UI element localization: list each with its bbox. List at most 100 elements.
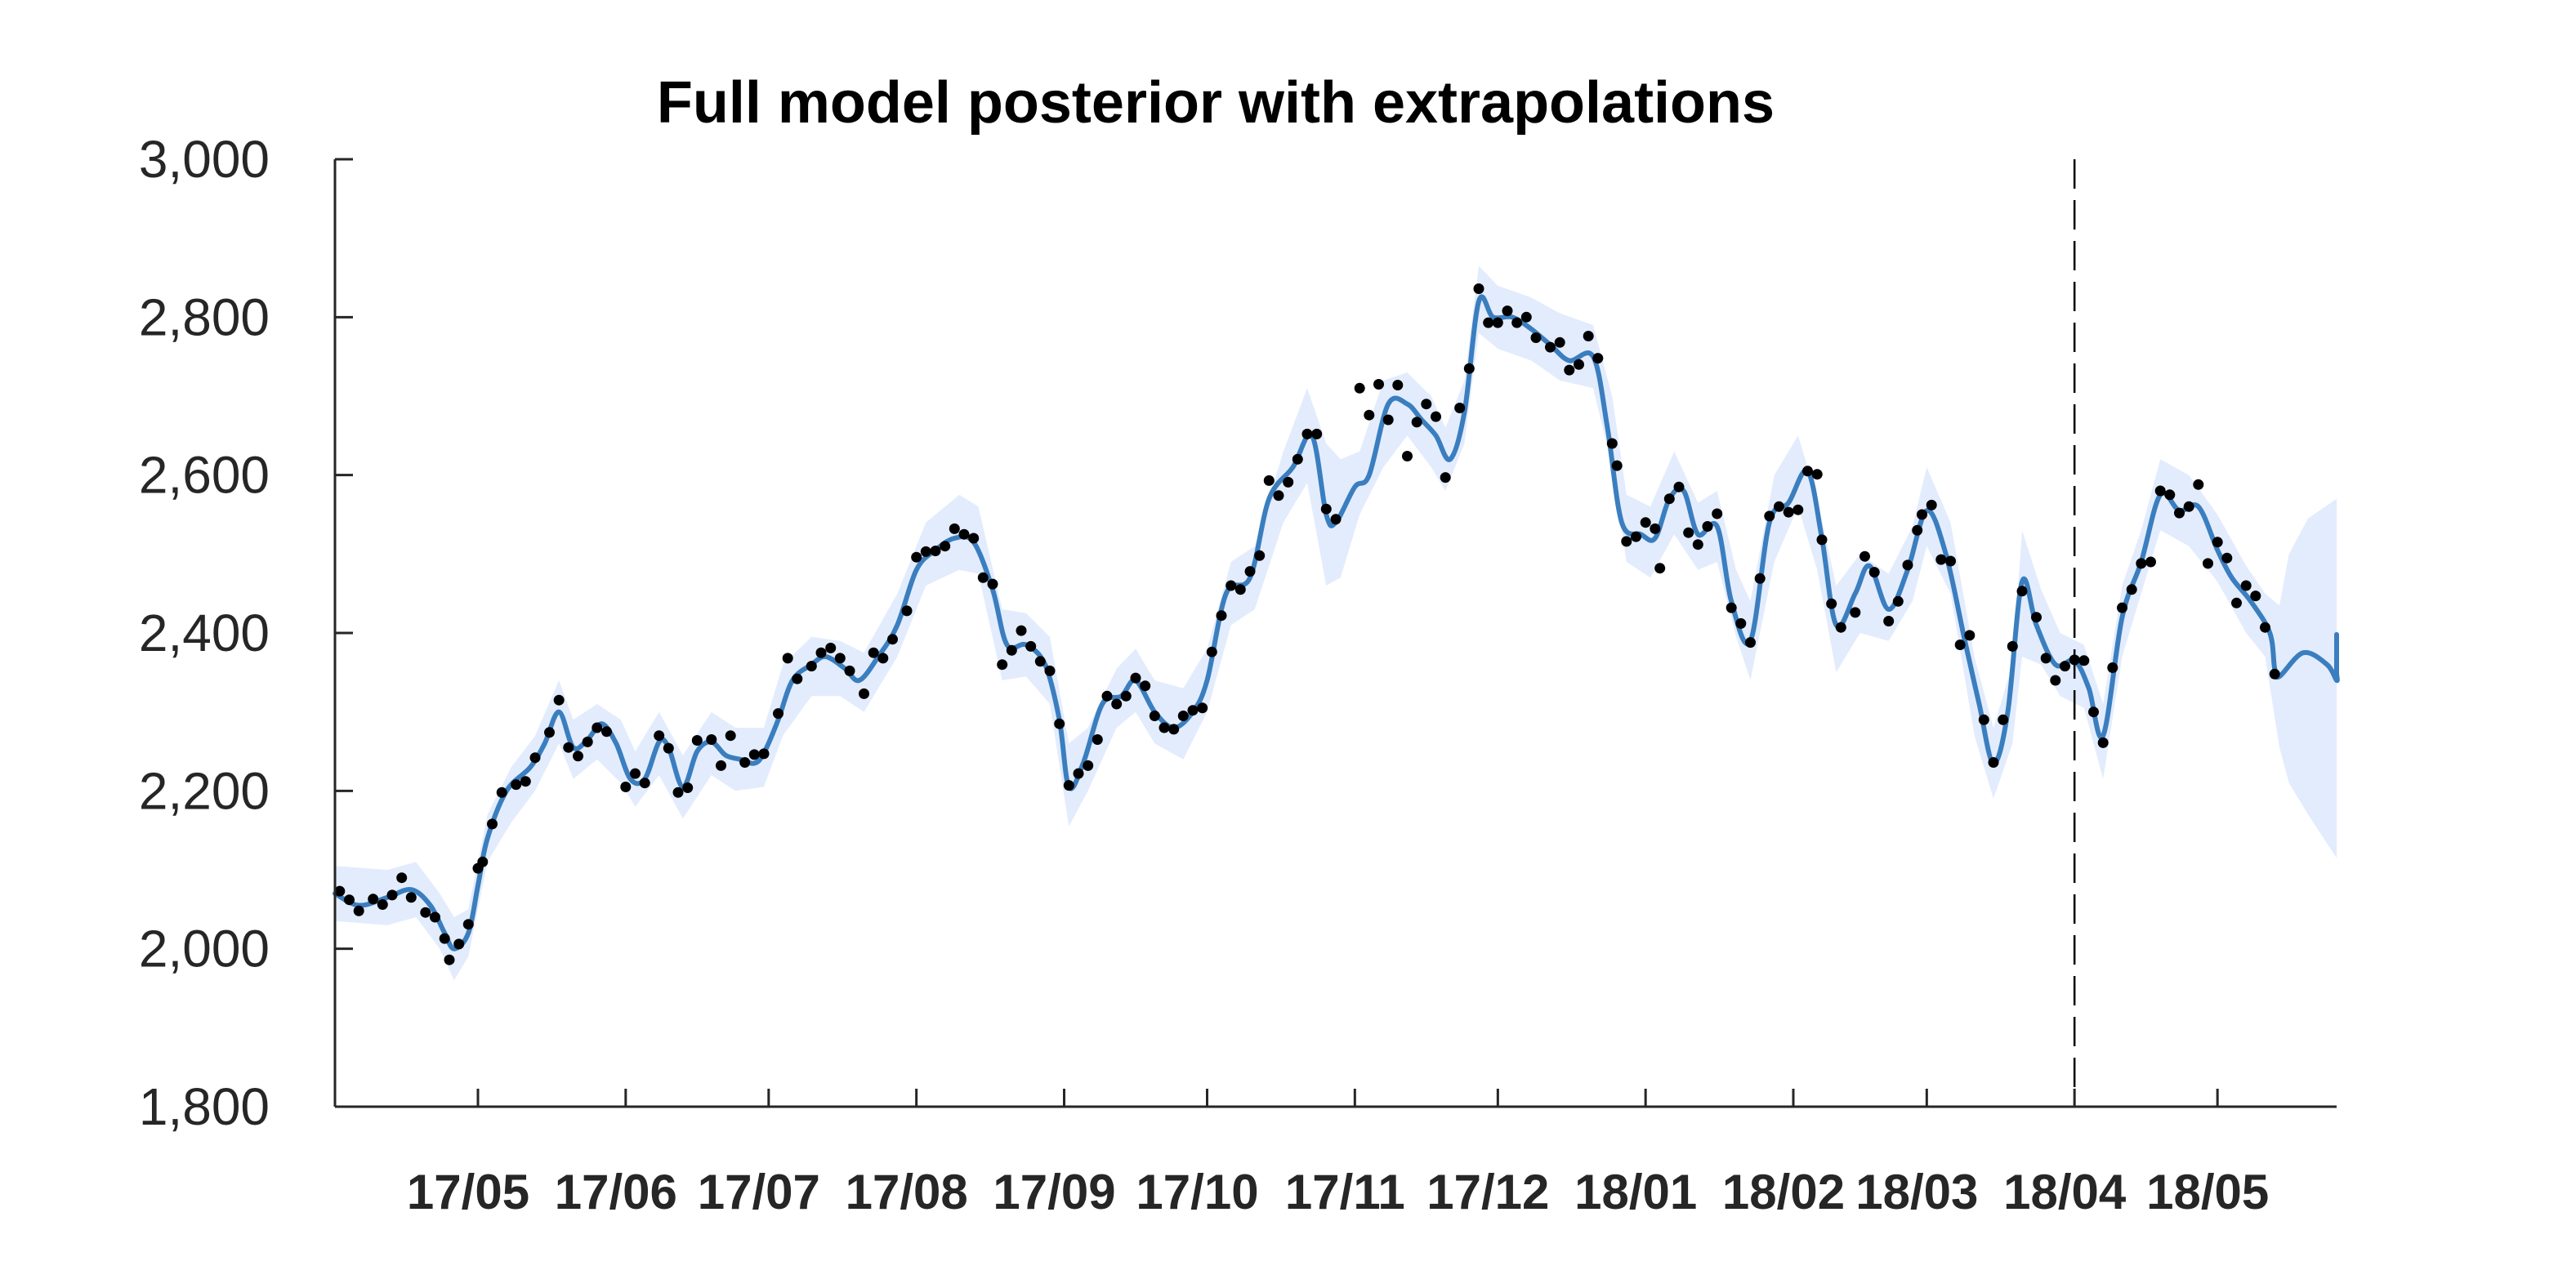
observation-point bbox=[1044, 665, 1056, 676]
observation-point bbox=[1234, 584, 1246, 595]
observation-point bbox=[1764, 510, 1775, 522]
observation-point bbox=[1402, 451, 1413, 461]
observation-point bbox=[1354, 382, 1365, 394]
observation-point bbox=[592, 722, 603, 733]
observation-point bbox=[748, 749, 760, 760]
observation-point bbox=[987, 578, 998, 590]
observation-point bbox=[773, 708, 784, 720]
observation-point bbox=[1254, 550, 1266, 561]
x-tick-label: 18/02 bbox=[1722, 1165, 1845, 1219]
observation-point bbox=[439, 933, 450, 944]
observation-point bbox=[1463, 363, 1475, 374]
y-tick-label: 2,200 bbox=[139, 761, 270, 820]
observation-point bbox=[2050, 675, 2061, 686]
observation-point bbox=[1859, 550, 1870, 562]
observation-point bbox=[1868, 567, 1880, 578]
observation-point bbox=[582, 736, 593, 747]
observation-point bbox=[1726, 602, 1737, 613]
observation-point bbox=[706, 734, 717, 745]
observation-point bbox=[2183, 501, 2194, 512]
observation-point bbox=[1187, 705, 1199, 716]
y-tick-label: 2,000 bbox=[139, 920, 270, 978]
observation-point bbox=[511, 779, 522, 791]
observation-point bbox=[1816, 534, 1828, 546]
observation-point bbox=[1631, 531, 1641, 542]
x-tick-label: 17/11 bbox=[1285, 1165, 1405, 1219]
observation-point bbox=[639, 778, 650, 789]
observation-point bbox=[620, 782, 632, 792]
y-tick-label: 2,400 bbox=[139, 604, 270, 662]
observation-point bbox=[2126, 584, 2137, 595]
observation-point bbox=[420, 907, 431, 918]
observation-point bbox=[1140, 680, 1151, 692]
x-tick-label: 17/06 bbox=[555, 1165, 677, 1219]
observation-point bbox=[1692, 539, 1703, 550]
observation-point bbox=[353, 905, 364, 916]
observation-point bbox=[1159, 722, 1170, 733]
observation-point bbox=[1745, 637, 1756, 648]
observation-point bbox=[2193, 479, 2204, 490]
observation-point bbox=[1073, 768, 1084, 779]
observation-point bbox=[1392, 380, 1404, 390]
x-tick-label: 17/09 bbox=[993, 1165, 1115, 1219]
observation-point bbox=[2078, 655, 2090, 666]
observation-point bbox=[1421, 399, 1432, 410]
observation-point bbox=[1683, 527, 1694, 538]
observation-point bbox=[1025, 640, 1037, 652]
observation-point bbox=[2164, 489, 2176, 501]
observation-point bbox=[782, 653, 793, 664]
observation-point bbox=[2154, 485, 2166, 497]
observation-point bbox=[1454, 403, 1466, 413]
observation-point bbox=[825, 642, 837, 653]
observation-point bbox=[453, 938, 465, 950]
observation-point bbox=[792, 673, 803, 684]
observation-point bbox=[563, 742, 574, 753]
observation-point bbox=[2221, 552, 2233, 564]
observation-point bbox=[1006, 644, 1017, 656]
observation-point bbox=[1554, 336, 1565, 348]
observation-point bbox=[806, 661, 817, 672]
y-tick-label: 2,800 bbox=[139, 287, 270, 346]
observation-point bbox=[1283, 476, 1294, 488]
observation-point bbox=[1511, 317, 1523, 328]
observation-point bbox=[739, 757, 751, 768]
observation-point bbox=[2174, 507, 2185, 519]
observation-point bbox=[553, 694, 565, 706]
observation-point bbox=[1111, 698, 1123, 710]
observation-point bbox=[1054, 718, 1065, 729]
observation-point bbox=[1364, 409, 1375, 421]
observation-point bbox=[1917, 509, 1927, 520]
observation-point bbox=[462, 919, 474, 930]
observation-point bbox=[2040, 653, 2051, 664]
x-tick-label: 17/12 bbox=[1426, 1165, 1549, 1219]
x-tick-label: 18/05 bbox=[2146, 1165, 2269, 1219]
observation-point bbox=[1206, 646, 1217, 657]
y-tick-label: 3,000 bbox=[139, 130, 270, 189]
observation-point bbox=[1926, 499, 1937, 510]
observation-point bbox=[2145, 556, 2156, 568]
observation-point bbox=[1311, 428, 1323, 439]
observation-point bbox=[1373, 379, 1384, 390]
observation-point bbox=[834, 653, 846, 664]
chart-title: Full model posterior with extrapolations bbox=[657, 70, 1775, 136]
observation-point bbox=[344, 894, 355, 906]
observation-point bbox=[877, 653, 889, 664]
observation-point bbox=[1702, 521, 1713, 532]
observation-point bbox=[930, 546, 941, 556]
observation-point bbox=[1964, 630, 1976, 641]
observation-point bbox=[1197, 702, 1208, 714]
observation-point bbox=[396, 872, 408, 884]
observation-point bbox=[487, 818, 498, 830]
observation-point bbox=[601, 726, 612, 738]
observation-point bbox=[1382, 414, 1394, 426]
observation-point bbox=[920, 546, 931, 557]
observation-point bbox=[2107, 662, 2118, 673]
observation-point bbox=[1149, 711, 1160, 721]
observation-point bbox=[430, 911, 440, 923]
x-tick-label: 17/05 bbox=[407, 1165, 529, 1219]
observation-point bbox=[1650, 523, 1661, 534]
observation-point bbox=[716, 760, 726, 771]
observation-point bbox=[1244, 566, 1256, 577]
observation-point bbox=[386, 889, 398, 901]
